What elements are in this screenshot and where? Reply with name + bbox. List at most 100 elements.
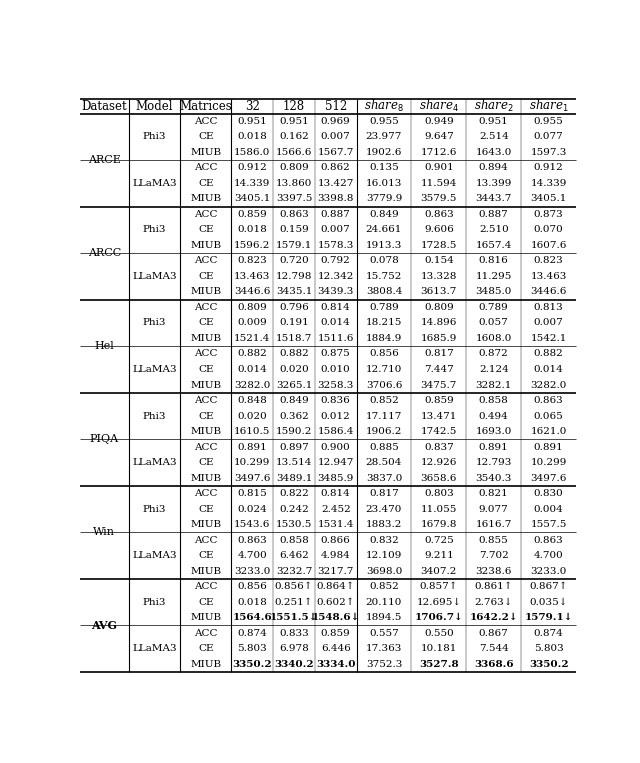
Text: CE: CE	[198, 411, 214, 420]
Text: 0.872: 0.872	[479, 349, 509, 359]
Text: 5.803: 5.803	[237, 644, 267, 653]
Text: 0.951: 0.951	[279, 117, 309, 126]
Text: 4.700: 4.700	[237, 551, 267, 560]
Text: 0.035↓: 0.035↓	[529, 597, 568, 607]
Text: ACC: ACC	[194, 163, 218, 172]
Text: 9.077: 9.077	[479, 504, 509, 513]
Text: Win: Win	[93, 527, 115, 537]
Text: 0.858: 0.858	[279, 536, 309, 545]
Text: 0.007: 0.007	[534, 318, 563, 327]
Text: ARCC: ARCC	[88, 248, 121, 258]
Text: 3837.0: 3837.0	[366, 474, 402, 482]
Text: AVG: AVG	[92, 620, 117, 631]
Text: 0.792: 0.792	[321, 256, 351, 266]
Text: 0.817: 0.817	[424, 349, 454, 359]
Text: 13.463: 13.463	[531, 272, 567, 281]
Text: ARCE: ARCE	[88, 155, 121, 165]
Text: 0.725: 0.725	[424, 536, 454, 545]
Text: CE: CE	[198, 597, 214, 607]
Text: 1530.5: 1530.5	[276, 520, 312, 529]
Text: 17.117: 17.117	[366, 411, 402, 420]
Text: 1657.4: 1657.4	[476, 241, 512, 250]
Text: 3658.6: 3658.6	[420, 474, 457, 482]
Text: 0.856: 0.856	[369, 349, 399, 359]
Text: 5.803: 5.803	[534, 644, 563, 653]
Text: 0.875: 0.875	[321, 349, 351, 359]
Text: ACC: ACC	[194, 256, 218, 266]
Text: 2.452: 2.452	[321, 504, 351, 513]
Text: 12.695↓: 12.695↓	[416, 597, 461, 607]
Text: LLaMA3: LLaMA3	[132, 272, 177, 281]
Text: 1567.7: 1567.7	[317, 148, 354, 156]
Text: 3613.7: 3613.7	[420, 288, 457, 296]
Text: 1902.6: 1902.6	[366, 148, 402, 156]
Text: 16.013: 16.013	[366, 179, 402, 188]
Text: 3485.0: 3485.0	[476, 288, 512, 296]
Text: 23.470: 23.470	[366, 504, 402, 513]
Text: 0.951: 0.951	[237, 117, 267, 126]
Text: 4.984: 4.984	[321, 551, 351, 560]
Text: 3443.7: 3443.7	[476, 195, 512, 203]
Text: 0.900: 0.900	[321, 443, 351, 452]
Text: 0.077: 0.077	[534, 132, 563, 141]
Text: 2.514: 2.514	[479, 132, 509, 141]
Text: 0.010: 0.010	[321, 365, 351, 374]
Text: 0.863: 0.863	[534, 396, 563, 405]
Text: Matrices: Matrices	[179, 99, 232, 113]
Text: 0.018: 0.018	[237, 132, 267, 141]
Text: 3258.3: 3258.3	[317, 381, 354, 389]
Text: 3439.3: 3439.3	[317, 288, 354, 296]
Text: 14.339: 14.339	[531, 179, 567, 188]
Text: 0.014: 0.014	[237, 365, 267, 374]
Text: LLaMA3: LLaMA3	[132, 458, 177, 467]
Text: 13.514: 13.514	[276, 458, 312, 467]
Text: Phi3: Phi3	[143, 318, 166, 327]
Text: 0.550: 0.550	[424, 629, 454, 638]
Text: 13.463: 13.463	[234, 272, 271, 281]
Text: LLaMA3: LLaMA3	[132, 551, 177, 560]
Text: 13.399: 13.399	[476, 179, 512, 188]
Text: 7.447: 7.447	[424, 365, 454, 374]
Text: 2.124: 2.124	[479, 365, 509, 374]
Text: 3233.0: 3233.0	[234, 567, 271, 575]
Text: 1586.0: 1586.0	[234, 148, 271, 156]
Text: ACC: ACC	[194, 396, 218, 405]
Text: 3217.7: 3217.7	[317, 567, 354, 575]
Text: CE: CE	[198, 365, 214, 374]
Text: 12.710: 12.710	[366, 365, 402, 374]
Text: 0.251↑: 0.251↑	[275, 597, 313, 607]
Text: 0.007: 0.007	[321, 225, 351, 234]
Text: 1884.9: 1884.9	[366, 334, 402, 343]
Text: 3282.0: 3282.0	[531, 381, 567, 389]
Text: 3340.2: 3340.2	[274, 660, 314, 668]
Text: 6.446: 6.446	[321, 644, 351, 653]
Text: share$_2$: share$_2$	[474, 98, 513, 114]
Text: 3405.1: 3405.1	[531, 195, 567, 203]
Text: Phi3: Phi3	[143, 411, 166, 420]
Text: 0.882: 0.882	[534, 349, 563, 359]
Text: 1608.0: 1608.0	[476, 334, 512, 343]
Text: 0.009: 0.009	[237, 318, 267, 327]
Text: 128: 128	[283, 99, 305, 113]
Text: Hel: Hel	[95, 341, 114, 351]
Text: 0.789: 0.789	[369, 303, 399, 312]
Text: 3475.7: 3475.7	[420, 381, 457, 389]
Text: 0.242: 0.242	[279, 504, 309, 513]
Text: 0.867: 0.867	[479, 629, 509, 638]
Text: 0.867↑: 0.867↑	[529, 582, 568, 591]
Text: 9.647: 9.647	[424, 132, 454, 141]
Text: ACC: ACC	[194, 629, 218, 638]
Text: 0.057: 0.057	[479, 318, 509, 327]
Text: 0.894: 0.894	[479, 163, 509, 172]
Text: CE: CE	[198, 272, 214, 281]
Text: 3446.6: 3446.6	[234, 288, 271, 296]
Text: 0.809: 0.809	[237, 303, 267, 312]
Text: 0.912: 0.912	[534, 163, 563, 172]
Text: 0.803: 0.803	[424, 489, 454, 498]
Text: 1642.2↓: 1642.2↓	[469, 613, 518, 622]
Text: 3527.8: 3527.8	[419, 660, 459, 668]
Text: 0.969: 0.969	[321, 117, 351, 126]
Text: 0.856↑: 0.856↑	[275, 582, 313, 591]
Text: 6.462: 6.462	[279, 551, 309, 560]
Text: 1564.6: 1564.6	[232, 613, 272, 622]
